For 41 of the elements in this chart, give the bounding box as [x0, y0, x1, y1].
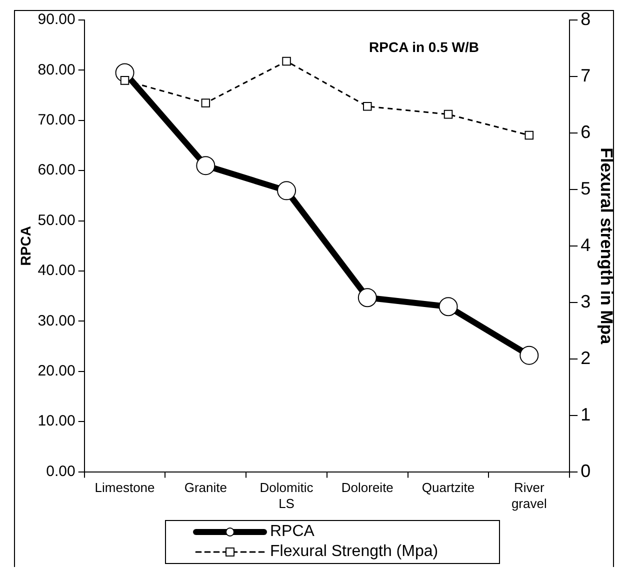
point: [196, 156, 216, 176]
legend-label: RPCA: [270, 523, 314, 541]
y2-tick-label: 5: [580, 178, 591, 198]
y2-tick-label: 0: [580, 460, 591, 481]
legend-label: Flexural Strength (Mpa): [270, 543, 438, 561]
y-tick-label: 60.00: [38, 162, 76, 179]
y-tick-label: 80.00: [38, 61, 76, 78]
y2-tick-label: 2: [580, 348, 591, 368]
y-tick-label: 40.00: [38, 262, 76, 280]
x-tick-label: Dolomitic LS: [260, 480, 314, 511]
y-tick-label: 30.00: [38, 312, 76, 330]
point: [363, 102, 372, 111]
y-tick-label: 50.00: [38, 212, 76, 229]
point: [524, 130, 534, 140]
x-tick-label: Limestone: [94, 480, 155, 496]
y-tick-label: 10.00: [38, 412, 76, 430]
point: [520, 346, 539, 365]
point: [120, 76, 130, 85]
point: [282, 56, 291, 66]
point: [277, 181, 296, 200]
x-tick-label: Quartzite: [422, 480, 475, 496]
y-tick-label: 0.00: [46, 462, 76, 480]
point: [201, 98, 210, 108]
y2-tick-label: 8: [580, 8, 591, 29]
point: [444, 110, 453, 119]
y2-tick-label: 4: [580, 234, 591, 255]
y-tick-label: 20.00: [38, 362, 76, 380]
x-tick-label: Granite: [184, 480, 227, 496]
y2-tick-label: 7: [580, 65, 591, 86]
y2-axis-title: Flexural strength in Mpa: [597, 148, 616, 345]
x-tick-label: River gravel: [511, 480, 547, 511]
y-tick-label: 90.00: [38, 11, 76, 28]
y-tick-label: 70.00: [38, 112, 76, 129]
y2-tick-label: 1: [580, 404, 591, 424]
point: [358, 288, 377, 308]
y2-tick-label: 3: [580, 291, 591, 312]
y2-tick-label: 6: [580, 122, 591, 142]
x-tick-label: Doloreite: [341, 480, 394, 496]
point: [438, 297, 458, 316]
y-axis-title: RPCA: [17, 226, 34, 266]
text: RPCA in 0.5 W/B: [369, 38, 479, 55]
